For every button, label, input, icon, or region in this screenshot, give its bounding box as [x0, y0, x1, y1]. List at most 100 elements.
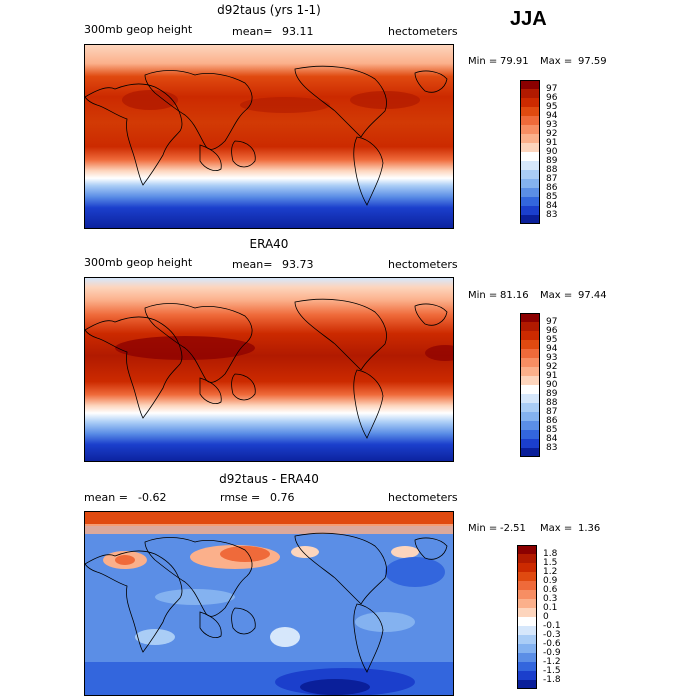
panel1-min-value: 79.91: [500, 56, 529, 67]
panel1-max-label: Max =: [540, 56, 573, 67]
colorbar-tick-label: 0.6: [543, 585, 558, 595]
colorbar-tick-label: 94: [546, 344, 558, 354]
colorbar-swatch: [517, 671, 537, 680]
colorbar-swatch: [520, 80, 540, 89]
panel2-units: hectometers: [388, 258, 458, 271]
colorbar-tick-label: 92: [546, 362, 558, 372]
colorbar-swatch: [517, 626, 537, 635]
colorbar-tick-label: 89: [546, 156, 558, 166]
colorbar-frame: [520, 80, 540, 224]
colorbar-swatch: [520, 385, 540, 394]
panel2-max-value: 97.44: [578, 290, 607, 301]
colorbar-tick-label: 0.3: [543, 594, 558, 604]
colorbar-frame: [517, 545, 537, 689]
colorbar-tick-label: 0: [543, 612, 549, 622]
colorbar-swatch: [520, 331, 540, 340]
colorbar-swatch: [520, 322, 540, 331]
panel2-mean-value: 93.73: [282, 258, 314, 271]
colorbar-tick-label: 0.1: [543, 603, 558, 613]
colorbar-swatch: [520, 152, 540, 161]
colorbar-swatch: [520, 143, 540, 152]
colorbar-swatch: [520, 206, 540, 215]
colorbar-swatch: [517, 662, 537, 671]
colorbar-tick-label: 95: [546, 102, 558, 112]
colorbar-swatch: [517, 581, 537, 590]
colorbar-tick-label: 88: [546, 398, 558, 408]
colorbar-tick-label: 93: [546, 353, 558, 363]
colorbar-swatch: [517, 590, 537, 599]
colorbar-swatch: [520, 367, 540, 376]
colorbar-swatch: [520, 376, 540, 385]
panel1-max-value: 97.59: [578, 56, 607, 67]
colorbar-swatch: [517, 554, 537, 563]
colorbar-tick-label: -0.9: [543, 648, 561, 658]
colorbar-swatch: [517, 608, 537, 617]
colorbar-swatch: [520, 107, 540, 116]
colorbar-swatch: [517, 644, 537, 653]
colorbar-swatch: [520, 179, 540, 188]
colorbar-swatch: [520, 125, 540, 134]
panel1-mean-value: 93.11: [282, 25, 314, 38]
panel1-field-svg: [85, 45, 453, 228]
colorbar-swatch: [520, 358, 540, 367]
panel2-min-label: Min =: [468, 290, 498, 301]
panel1-min-label: Min =: [468, 56, 498, 67]
colorbar-tick-label: 96: [546, 93, 558, 103]
panel2-map: [84, 277, 454, 462]
panel3-field-svg: [85, 512, 453, 695]
colorbar-tick-label: 86: [546, 416, 558, 426]
panel3-units: hectometers: [388, 491, 458, 504]
colorbar-swatch: [520, 134, 540, 143]
colorbar-swatch: [520, 188, 540, 197]
panel1-title: d92taus (yrs 1-1): [217, 3, 321, 17]
colorbar-tick-label: 90: [546, 147, 558, 157]
colorbar-swatch: [520, 340, 540, 349]
colorbar-swatch: [520, 349, 540, 358]
colorbar-swatch: [517, 563, 537, 572]
colorbar-tick-label: 91: [546, 138, 558, 148]
colorbar-tick-label: 84: [546, 434, 558, 444]
colorbar-tick-label: 87: [546, 407, 558, 417]
panel2-title: ERA40: [249, 237, 289, 251]
panel1-units: hectometers: [388, 25, 458, 38]
panel3-min-value: -2.51: [500, 523, 526, 534]
colorbar-tick-label: 85: [546, 192, 558, 202]
colorbar-swatch: [517, 545, 537, 554]
colorbar-swatch: [517, 635, 537, 644]
colorbar-swatch: [520, 313, 540, 322]
colorbar-tick-label: 1.5: [543, 558, 558, 568]
colorbar-tick-label: 1.8: [543, 549, 558, 559]
panel1-map: [84, 44, 454, 229]
panel3-rmse-value: 0.76: [270, 491, 295, 504]
panel2-min-value: 81.16: [500, 290, 529, 301]
panel1-mean-label: mean=: [232, 25, 273, 38]
colorbar-tick-label: 95: [546, 335, 558, 345]
panel3-max-value: 1.36: [578, 523, 601, 534]
colorbar-tick-label: 83: [546, 443, 558, 453]
colorbar-swatch: [517, 680, 537, 689]
panel2-variable-label: 300mb geop height: [84, 256, 193, 269]
panel1-variable-label: 300mb geop height: [84, 23, 193, 36]
colorbar-tick-label: -0.6: [543, 639, 561, 649]
colorbar-tick-label: 1.2: [543, 567, 558, 577]
colorbar-swatch: [520, 98, 540, 107]
colorbar-swatch: [520, 403, 540, 412]
colorbar-swatch: [517, 653, 537, 662]
colorbar-tick-label: -0.3: [543, 630, 561, 640]
colorbar-tick-label: 89: [546, 389, 558, 399]
colorbar-tick-label: 96: [546, 326, 558, 336]
panel3-rmse-label: rmse =: [220, 491, 261, 504]
colorbar-tick-label: 97: [546, 84, 558, 94]
colorbar-tick-label: 87: [546, 174, 558, 184]
panel3-map: [84, 511, 454, 696]
panel3-max-label: Max =: [540, 523, 573, 534]
colorbar-tick-label: 90: [546, 380, 558, 390]
season-label: JJA: [510, 8, 547, 30]
panel3-mean-label: mean =: [84, 491, 128, 504]
panel3-title: d92taus - ERA40: [219, 472, 319, 486]
colorbar-tick-label: 92: [546, 129, 558, 139]
colorbar-tick-label: -0.1: [543, 621, 561, 631]
colorbar-tick-label: 83: [546, 210, 558, 220]
panel2-field-svg: [85, 278, 453, 461]
colorbar-tick-label: -1.5: [543, 666, 561, 676]
